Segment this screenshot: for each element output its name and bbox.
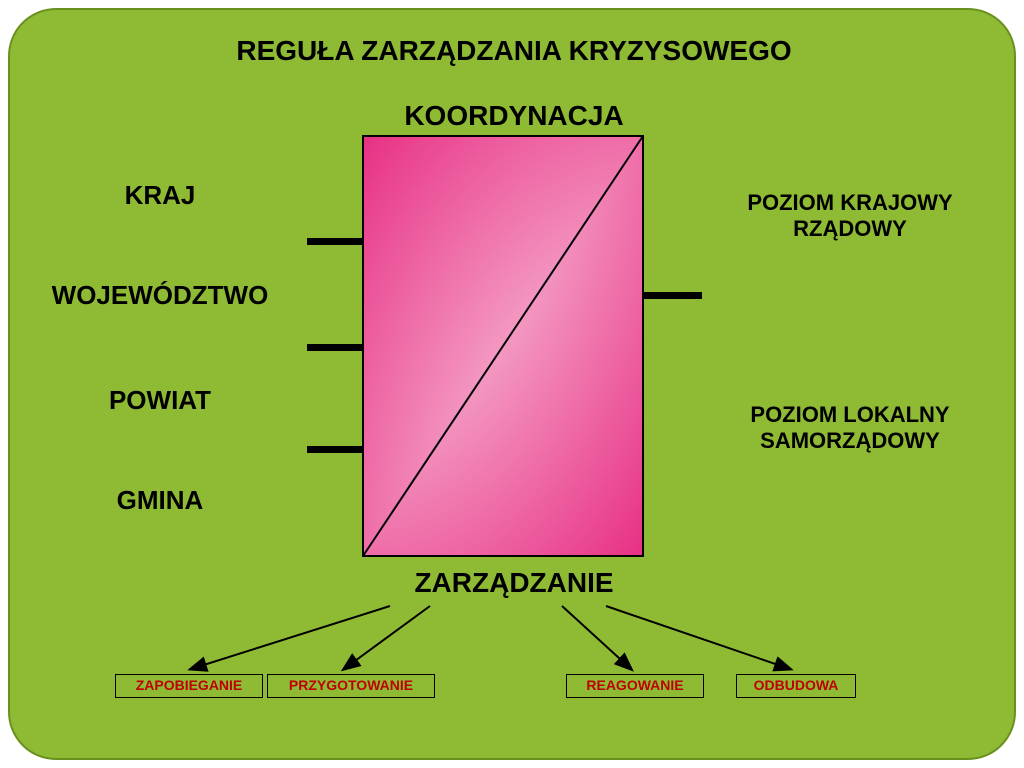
tick-mark [307,446,364,453]
tick-mark [642,292,702,299]
bottom-label: ZARZĄDZANIE [10,567,1018,599]
slide-frame: REGUŁA ZARZĄDZANIA KRYZYSOWEGO KOORDYNAC… [8,8,1016,760]
footer-box-odbudowa: ODBUDOWA [736,674,856,698]
footer-box-przygotowanie: PRZYGOTOWANIE [267,674,435,698]
center-diagram [10,10,1018,762]
footer-box-reagowanie: REAGOWANIE [566,674,704,698]
tick-mark [307,344,364,351]
footer-box-zapobieganie: ZAPOBIEGANIE [115,674,263,698]
tick-mark [307,238,364,245]
